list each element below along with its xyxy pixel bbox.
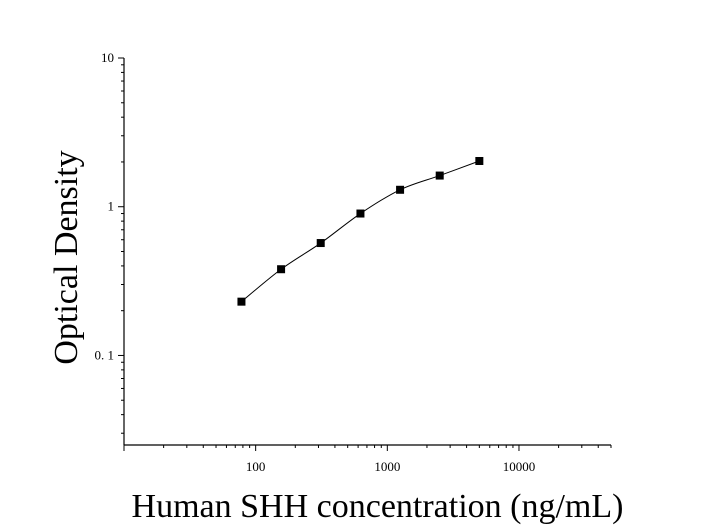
y-tick-label: 10 bbox=[101, 50, 114, 65]
y-tick-label: 1 bbox=[108, 199, 115, 214]
data-point-marker bbox=[396, 185, 405, 194]
x-tick-label: 10000 bbox=[503, 459, 536, 474]
data-point-marker bbox=[277, 265, 286, 274]
data-point-marker bbox=[316, 239, 325, 248]
x-tick-label: 1000 bbox=[374, 459, 400, 474]
axes bbox=[123, 58, 611, 446]
data-point-marker bbox=[356, 209, 365, 218]
data-point-marker bbox=[475, 156, 484, 165]
y-tick-label: 0. 1 bbox=[95, 347, 115, 362]
x-axis-title: Human SHH concentration (ng/mL) bbox=[132, 488, 624, 525]
ticks: 0. 1 1 10 100 1000 10000 bbox=[95, 50, 612, 474]
data-point-marker bbox=[237, 297, 246, 306]
fit-curve bbox=[241, 160, 480, 303]
x-tick-label: 100 bbox=[246, 459, 266, 474]
data-point-marker bbox=[435, 171, 444, 180]
y-axis-title: Optical Density bbox=[48, 150, 85, 364]
data-points bbox=[237, 156, 484, 306]
